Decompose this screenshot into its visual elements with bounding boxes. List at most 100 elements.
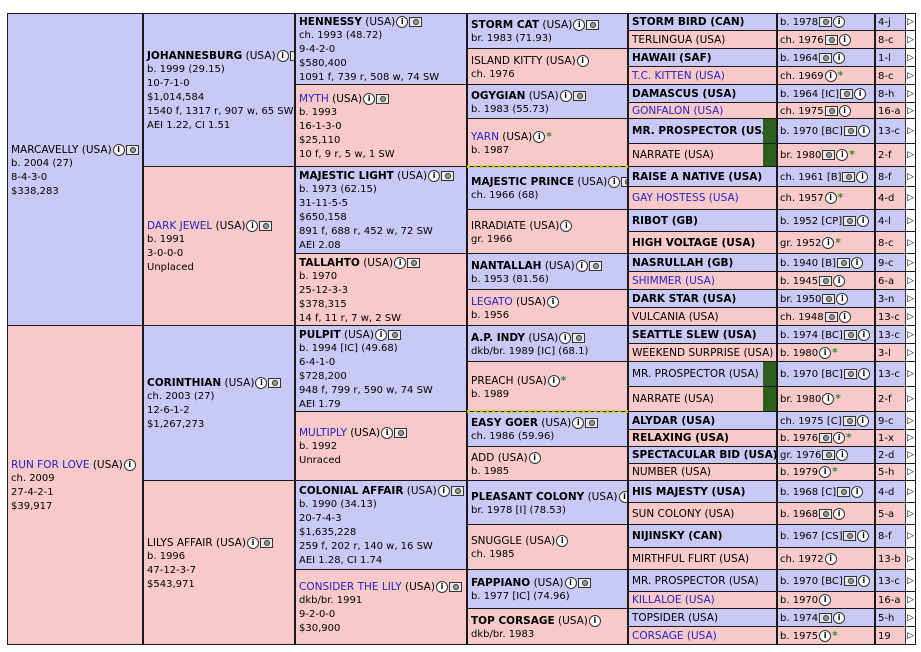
info-icon[interactable]: i bbox=[851, 257, 863, 269]
horse-name-link[interactable]: DARK STAR (USA) bbox=[632, 293, 737, 305]
photo-icon[interactable] bbox=[268, 378, 282, 388]
horse-name-link[interactable]: NANTALLAH bbox=[471, 260, 542, 272]
horse-name-link[interactable]: TALLAHTO bbox=[299, 257, 360, 269]
horse-name-link[interactable]: LEGATO bbox=[471, 296, 513, 308]
expand-arrow-icon[interactable] bbox=[905, 31, 915, 48]
horse-name-link[interactable]: KILLALOE (USA) bbox=[632, 594, 715, 606]
horse-name-link[interactable]: DARK JEWEL bbox=[147, 220, 213, 232]
expand-arrow-icon[interactable] bbox=[905, 609, 915, 626]
photo-icon[interactable] bbox=[577, 578, 591, 588]
info-icon[interactable]: i bbox=[618, 491, 627, 503]
photo-icon[interactable] bbox=[840, 89, 854, 99]
photo-icon[interactable] bbox=[843, 216, 857, 226]
photo-icon[interactable] bbox=[448, 582, 462, 592]
horse-name-link[interactable]: NARRATE (USA) bbox=[632, 393, 714, 405]
info-icon[interactable]: i bbox=[276, 50, 289, 62]
horse-name-link[interactable]: ADD bbox=[471, 452, 495, 464]
photo-icon[interactable] bbox=[407, 258, 421, 268]
expand-arrow-icon[interactable] bbox=[905, 627, 915, 644]
info-icon[interactable]: i bbox=[819, 594, 832, 606]
info-icon[interactable]: i bbox=[546, 296, 559, 308]
horse-name-link[interactable]: HIGH VOLTAGE (USA) bbox=[632, 237, 756, 249]
photo-icon[interactable] bbox=[441, 171, 455, 181]
info-icon[interactable]: i bbox=[857, 368, 870, 380]
photo-icon[interactable] bbox=[824, 312, 838, 322]
photo-icon[interactable] bbox=[819, 613, 833, 623]
info-icon[interactable]: i bbox=[435, 581, 448, 593]
info-icon[interactable]: i bbox=[396, 16, 409, 28]
photo-icon[interactable] bbox=[585, 418, 599, 428]
photo-icon[interactable] bbox=[843, 126, 857, 136]
photo-icon[interactable] bbox=[824, 106, 838, 116]
photo-icon[interactable] bbox=[843, 576, 857, 586]
horse-name-link[interactable]: CORINTHIAN bbox=[147, 377, 222, 389]
horse-name-link[interactable]: NASRULLAH (GB) bbox=[632, 257, 734, 269]
horse-name-link[interactable]: WEEKEND SURPRISE (USA) bbox=[632, 347, 774, 359]
photo-icon[interactable] bbox=[409, 17, 423, 27]
expand-arrow-icon[interactable] bbox=[905, 430, 915, 446]
horse-name-link[interactable]: DAMASCUS (USA) bbox=[632, 88, 737, 100]
photo-icon[interactable] bbox=[819, 53, 833, 63]
info-icon[interactable]: i bbox=[833, 275, 846, 287]
photo-icon[interactable] bbox=[394, 428, 408, 438]
photo-icon[interactable] bbox=[837, 258, 850, 268]
info-icon[interactable]: i bbox=[559, 332, 572, 344]
info-icon[interactable]: i bbox=[394, 257, 407, 269]
horse-name-link[interactable]: CONSIDER THE LILY bbox=[299, 581, 402, 593]
horse-name-link[interactable]: LILYS AFFAIR bbox=[147, 537, 213, 549]
expand-arrow-icon[interactable] bbox=[905, 254, 915, 271]
info-icon[interactable]: i bbox=[833, 612, 846, 624]
expand-arrow-icon[interactable] bbox=[905, 548, 915, 569]
horse-name-link[interactable]: MR. PROSPECTOR (USA) bbox=[632, 125, 775, 137]
expand-arrow-icon[interactable] bbox=[905, 570, 915, 591]
horse-name-link[interactable]: RELAXING (USA) bbox=[632, 432, 729, 444]
info-icon[interactable]: i bbox=[833, 508, 846, 520]
info-icon[interactable]: i bbox=[857, 125, 870, 137]
photo-icon[interactable] bbox=[450, 486, 464, 496]
photo-icon[interactable] bbox=[819, 17, 833, 27]
horse-name-link[interactable]: ISLAND KITTY bbox=[471, 55, 543, 67]
info-icon[interactable]: i bbox=[822, 237, 835, 249]
horse-name-link[interactable]: RUN FOR LOVE bbox=[11, 459, 90, 471]
horse-name-link[interactable]: A.P. INDY bbox=[471, 332, 525, 344]
photo-icon[interactable] bbox=[621, 177, 627, 187]
photo-icon[interactable] bbox=[259, 221, 273, 231]
info-icon[interactable]: i bbox=[588, 615, 601, 627]
info-icon[interactable]: i bbox=[838, 105, 851, 117]
horse-name-link[interactable]: COLONIAL AFFAIR bbox=[299, 485, 404, 497]
horse-name-link[interactable]: MR. PROSPECTOR (USA) bbox=[632, 575, 759, 587]
info-icon[interactable]: i bbox=[856, 171, 869, 183]
info-icon[interactable]: i bbox=[824, 553, 837, 565]
photo-icon[interactable] bbox=[822, 450, 836, 460]
expand-arrow-icon[interactable] bbox=[905, 464, 915, 480]
photo-icon[interactable] bbox=[819, 276, 833, 286]
info-icon[interactable]: i bbox=[556, 535, 569, 547]
horse-name-link[interactable]: PREACH bbox=[471, 375, 514, 387]
photo-icon[interactable] bbox=[843, 531, 857, 541]
info-icon[interactable]: i bbox=[533, 131, 546, 143]
info-icon[interactable]: i bbox=[856, 415, 869, 427]
info-icon[interactable]: i bbox=[824, 192, 837, 204]
expand-arrow-icon[interactable] bbox=[905, 592, 915, 608]
expand-arrow-icon[interactable] bbox=[905, 503, 915, 524]
info-icon[interactable]: i bbox=[857, 329, 870, 341]
info-icon[interactable]: i bbox=[854, 88, 867, 100]
horse-name-link[interactable]: IRRADIATE bbox=[471, 220, 527, 232]
expand-arrow-icon[interactable] bbox=[905, 362, 915, 386]
info-icon[interactable]: i bbox=[363, 93, 376, 105]
info-icon[interactable]: i bbox=[836, 293, 849, 305]
photo-icon[interactable] bbox=[572, 333, 586, 343]
info-icon[interactable]: i bbox=[381, 427, 394, 439]
photo-icon[interactable] bbox=[824, 35, 838, 45]
horse-name-link[interactable]: HIS MAJESTY (USA) bbox=[632, 486, 746, 498]
info-icon[interactable]: i bbox=[573, 19, 586, 31]
horse-name-link[interactable]: NARRATE (USA) bbox=[632, 149, 714, 161]
info-icon[interactable]: i bbox=[857, 215, 870, 227]
horse-name-link[interactable]: MR. PROSPECTOR (USA) bbox=[632, 368, 759, 380]
info-icon[interactable]: i bbox=[560, 220, 573, 232]
horse-name-link[interactable]: NUMBER (USA) bbox=[632, 466, 711, 478]
info-icon[interactable]: i bbox=[255, 377, 268, 389]
info-icon[interactable]: i bbox=[575, 260, 588, 272]
expand-arrow-icon[interactable] bbox=[905, 103, 915, 118]
horse-name-link[interactable]: HAWAII (SAF) bbox=[632, 52, 712, 64]
